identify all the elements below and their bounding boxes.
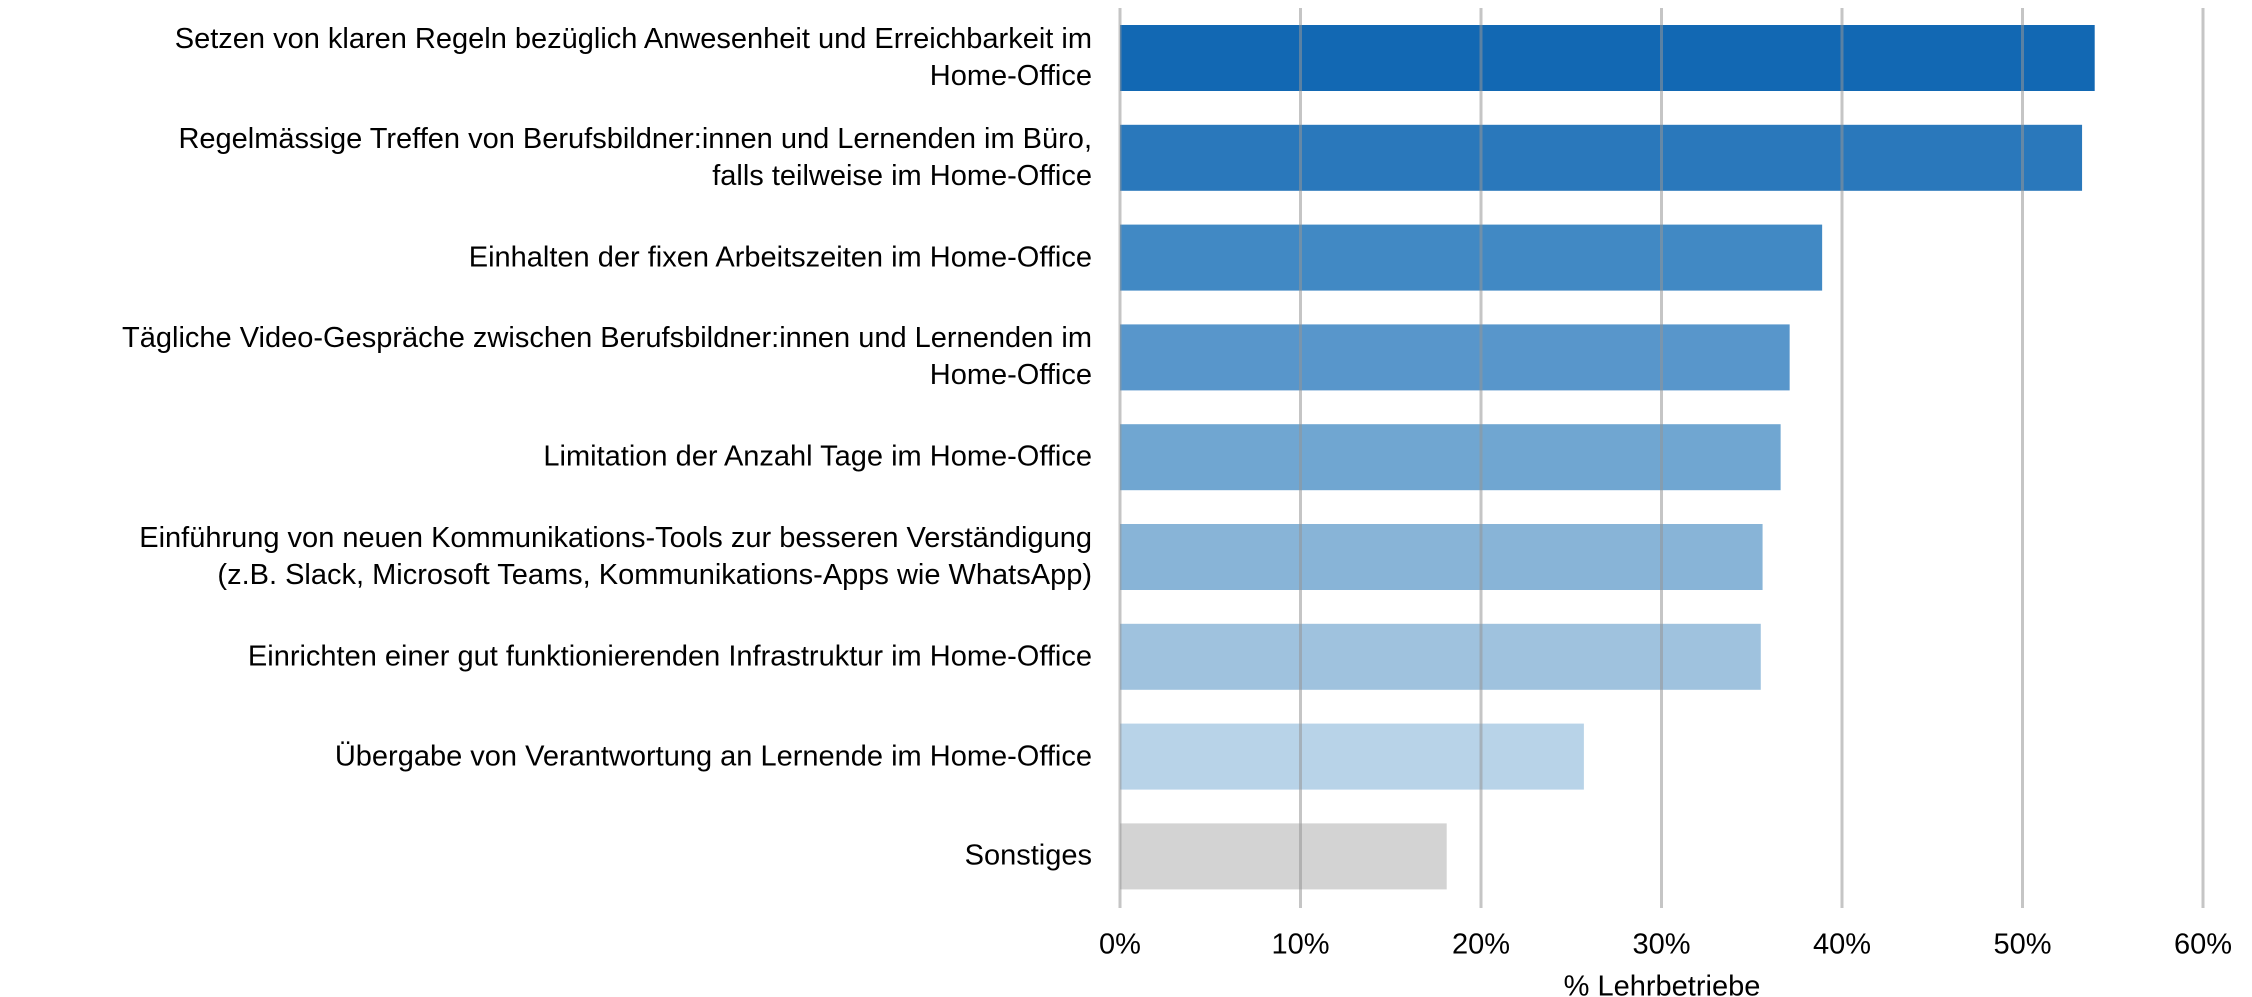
bar — [1120, 25, 2095, 91]
bar — [1120, 524, 1763, 590]
bar — [1120, 424, 1781, 491]
bar — [1120, 723, 1584, 790]
bar — [1120, 823, 1447, 890]
x-axis-label: % Lehrbetriebe — [1564, 971, 1761, 997]
y-tick-label: Sonstiges — [964, 839, 1092, 872]
x-tick-label: 30% — [1632, 929, 1690, 961]
y-tick-label: Regelmässige Treffen von Berufsbildner:i… — [178, 122, 1092, 192]
x-tick-label: 0% — [1099, 929, 1141, 961]
x-tick-label: 10% — [1271, 929, 1329, 961]
x-tick-label: 60% — [2174, 929, 2232, 961]
y-tick-label: Einrichten einer gut funktionierenden In… — [247, 640, 1092, 673]
y-tick-label: Limitation der Anzahl Tage im Home-Offic… — [543, 440, 1092, 473]
y-tick-label: Einführung von neuen Kommunikations-Tool… — [139, 522, 1092, 591]
y-tick-label: Tägliche Video-Gespräche zwischen Berufs… — [122, 322, 1092, 392]
x-tick-label: 20% — [1452, 929, 1510, 961]
x-tick-label: 50% — [1993, 929, 2051, 961]
y-tick-label: Einhalten der fixen Arbeitszeiten im Hom… — [468, 241, 1092, 274]
bar — [1120, 324, 1790, 391]
bar — [1120, 623, 1761, 690]
bar — [1120, 124, 2083, 191]
x-tick-label: 40% — [1813, 929, 1871, 961]
y-tick-label: Setzen von klaren Regeln bezüglich Anwes… — [174, 23, 1092, 92]
y-tick-label: Übergabe von Verantwortung an Lernende i… — [334, 740, 1092, 773]
bar — [1120, 224, 1823, 291]
